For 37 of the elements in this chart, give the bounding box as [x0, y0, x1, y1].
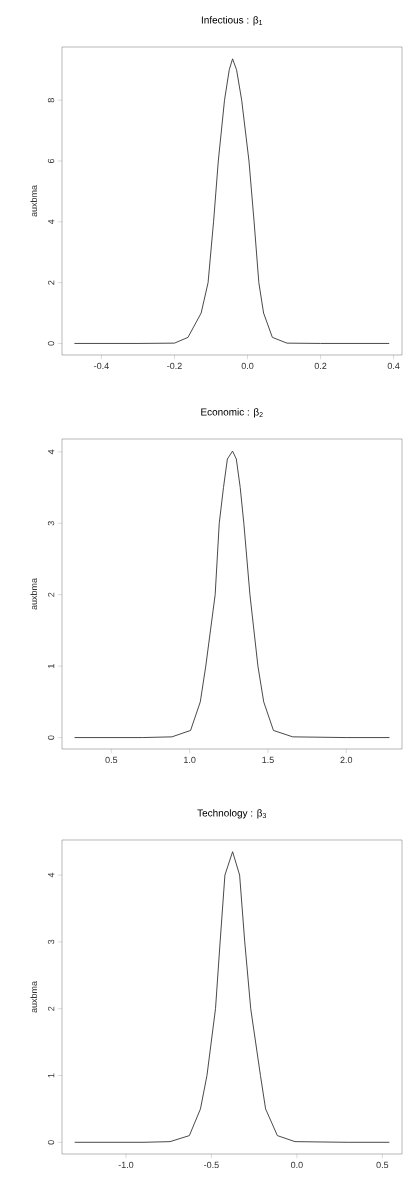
x-tick-label: 0.5	[376, 1161, 389, 1169]
y-tick-label: 4	[48, 449, 55, 455]
chart-title: Infectious : β$_{1}$	[201, 16, 263, 26]
y-tick-label: 3	[47, 521, 55, 526]
y-axis-title: auxbma	[30, 981, 38, 1013]
x-tick-label: 0.0	[241, 362, 254, 370]
line-series	[74, 450, 390, 739]
chart-title: Economic : β$_{2}$	[201, 408, 263, 418]
x-tick-label: 1.0	[184, 756, 196, 764]
y-tick-label: 2	[47, 1006, 55, 1011]
y-tick-label: 2	[47, 592, 55, 597]
line-series	[74, 851, 390, 1143]
y-tick-label: 4	[48, 219, 55, 225]
x-tick-label: 0.0	[290, 1161, 303, 1169]
x-tick-label: -0.4	[94, 362, 109, 370]
x-tick-label: -0.5	[204, 1161, 219, 1169]
y-axis-title: auxbma	[30, 578, 38, 610]
x-tick-label: 0.2	[314, 362, 327, 370]
x-tick-label: -0.2	[167, 362, 182, 370]
y-tick-label: 6	[47, 158, 55, 164]
y-tick-label: 1	[48, 664, 55, 668]
x-tick-label: 0.5	[105, 756, 118, 764]
y-tick-label: 0	[47, 735, 55, 740]
y-tick-label: 8	[47, 98, 55, 103]
x-tick-label: 1.5	[262, 756, 274, 764]
chart-title: Technology : β$_{3}$	[197, 809, 267, 819]
y-tick-label: 0	[47, 341, 55, 346]
x-tick-label: 0.4	[387, 362, 400, 370]
x-tick-label: 2.0	[340, 756, 353, 764]
y-tick-label: 1	[48, 1073, 55, 1078]
y-tick-label: 3	[47, 939, 55, 945]
y-tick-label: 0	[47, 1140, 55, 1145]
y-axis-title: auxbma	[30, 185, 38, 217]
line-series	[73, 58, 390, 344]
x-tick-label: -1.0	[118, 1161, 134, 1169]
y-tick-label: 2	[47, 280, 55, 285]
y-tick-label: 4	[48, 872, 55, 878]
